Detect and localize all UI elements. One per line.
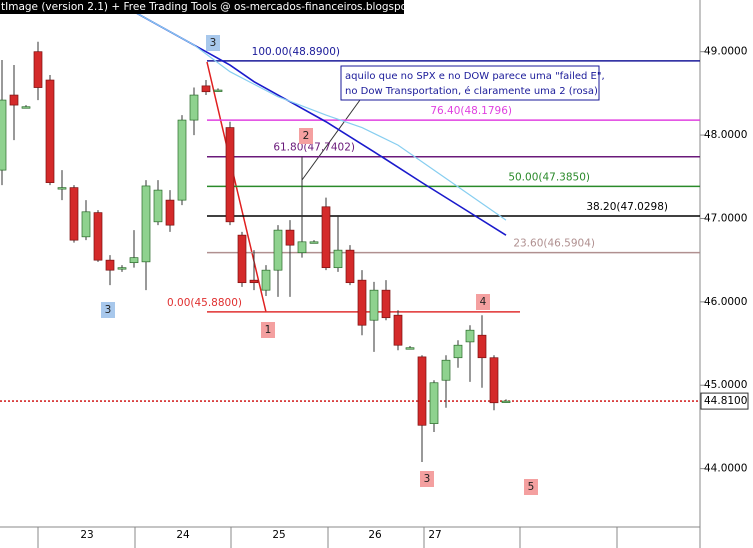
candle-body (225, 127, 235, 223)
wave-label-box (476, 294, 490, 310)
x-tick-label: 26 (368, 529, 382, 541)
wave-label-box (261, 322, 275, 338)
fib-label: 76.40(48.1796) (430, 105, 512, 117)
wave-label: 4 (480, 296, 487, 308)
candle-body (129, 257, 139, 264)
fib-label: 50.00(47.3850) (508, 171, 590, 183)
candle-body (489, 357, 499, 404)
candle-body (0, 99, 7, 171)
candle-body (381, 289, 391, 319)
candle-body (153, 189, 163, 223)
wave-label: 5 (528, 481, 535, 493)
y-tick-label: 49.0000 (704, 46, 747, 58)
wave-label: 3 (210, 37, 217, 49)
moving-average (121, 4, 507, 221)
candle-body (285, 229, 295, 246)
candle-body (453, 344, 463, 359)
candle-body (297, 241, 307, 254)
candle-body (393, 314, 403, 346)
candle-body (21, 106, 31, 109)
candle-body (249, 279, 259, 284)
y-tick-label: 48.0000 (704, 129, 747, 141)
annotation-line: no Dow Transportation, é claramente uma … (345, 85, 598, 97)
fib-label: 38.20(47.0298) (586, 201, 668, 213)
y-tick-label: 44.0000 (704, 463, 747, 475)
candle-body (105, 259, 115, 271)
candle-body (309, 241, 319, 244)
candle-body (501, 400, 511, 403)
candle-body (9, 94, 19, 106)
candle-body (405, 347, 415, 350)
candle-body (333, 249, 343, 269)
candle-body (465, 329, 475, 343)
chart-title: tImage (version 2.1) + Free Trading Tool… (1, 1, 437, 13)
last-price-box (700, 392, 749, 410)
candle-body (117, 267, 127, 270)
x-tick-label: 27 (428, 529, 441, 541)
wave-label-box (420, 471, 434, 487)
candle-body (477, 334, 487, 359)
y-tick-label: 45.0000 (704, 379, 747, 391)
fib-label: 100.00(48.8900) (252, 46, 340, 58)
wave-label: 3 (105, 304, 112, 316)
candle-body (57, 187, 67, 190)
y-tick-label: 46.0000 (704, 296, 747, 308)
candle-body (177, 119, 187, 201)
candle-body (429, 382, 439, 424)
wave-label: 3 (424, 473, 431, 485)
title-background (0, 0, 404, 14)
candle-body (81, 211, 91, 238)
wave-label-box (206, 35, 220, 51)
x-tick-label: 25 (272, 529, 285, 541)
x-tick-label: 24 (176, 529, 190, 541)
wave-label-box (524, 479, 538, 495)
candle-body (189, 94, 199, 121)
fib-label: 0.00(45.8800) (167, 297, 242, 309)
candle-body (417, 356, 427, 426)
candle-body (213, 89, 223, 92)
x-tick-label: 23 (80, 529, 93, 541)
last-price-label: 44.8100 (704, 395, 747, 407)
plot: 44.0000 45.0000 46.0000 47.0000 48.0000 49.00… (0, 4, 749, 548)
candle-body (45, 79, 55, 183)
candle-body (261, 269, 271, 291)
wave-label: 1 (265, 324, 272, 336)
candle-body (165, 199, 175, 226)
annotation-line: aquilo que no SPX e no DOW parece uma "f… (345, 71, 605, 82)
candle-body (33, 51, 43, 88)
candle-body (345, 249, 355, 284)
candle-body (69, 187, 79, 241)
wave-label: 2 (303, 130, 310, 142)
candle-body (273, 229, 283, 271)
candle-body (141, 185, 151, 263)
candle-body (237, 234, 247, 284)
y-tick-label: 47.0000 (704, 212, 747, 224)
candle-body (201, 85, 211, 93)
candle-body (441, 359, 451, 381)
annotation-box (340, 65, 600, 101)
candle-body (93, 212, 103, 261)
fib-label: 23.60(46.5904) (513, 238, 595, 250)
annotation-pointer (301, 99, 361, 181)
wave-label-box (101, 302, 115, 318)
wave-label-box (299, 128, 313, 144)
candle-body (321, 206, 331, 269)
fib-label: 61.80(47.7402) (273, 142, 355, 154)
candle-body (357, 279, 367, 326)
candle-body (369, 289, 379, 321)
